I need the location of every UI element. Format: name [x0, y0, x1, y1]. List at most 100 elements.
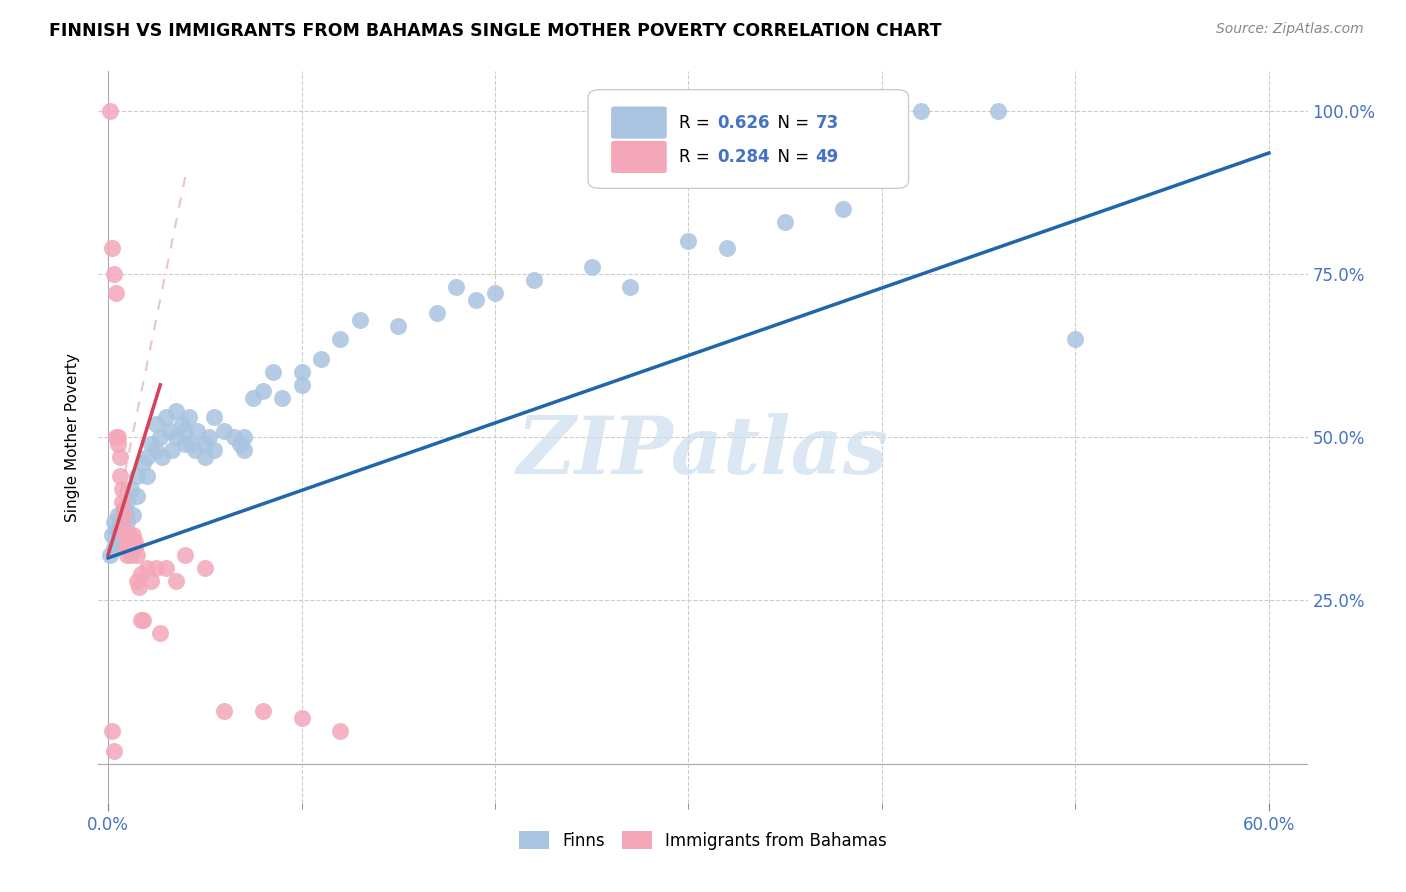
Point: [112, 521, 135, 535]
Point: [581, 260, 603, 275]
Point: [104, 286, 127, 301]
Point: [174, 424, 197, 438]
Point: [145, 417, 167, 431]
Point: [124, 541, 146, 555]
Point: [145, 443, 167, 458]
Text: N =: N =: [768, 148, 814, 166]
Point: [127, 489, 149, 503]
Point: [232, 430, 254, 444]
Point: [139, 436, 162, 450]
Point: [197, 430, 219, 444]
Point: [101, 241, 124, 255]
Point: [107, 508, 129, 523]
Point: [127, 574, 149, 588]
Point: [145, 560, 167, 574]
Point: [117, 495, 139, 509]
Point: [832, 202, 855, 216]
Text: ZIPatlas: ZIPatlas: [517, 413, 889, 491]
Point: [159, 424, 181, 438]
Text: 49: 49: [815, 148, 839, 166]
Point: [165, 574, 187, 588]
Point: [111, 483, 134, 497]
Point: [194, 436, 217, 450]
Point: [349, 312, 371, 326]
Point: [212, 424, 235, 438]
Point: [117, 534, 139, 549]
Point: [174, 436, 197, 450]
Point: [129, 613, 152, 627]
Point: [174, 548, 197, 562]
Point: [98, 548, 121, 562]
Point: [232, 443, 254, 458]
Point: [120, 548, 142, 562]
Point: [387, 319, 409, 334]
Point: [135, 450, 157, 464]
Point: [170, 417, 193, 431]
Point: [107, 436, 129, 450]
Point: [149, 626, 172, 640]
Point: [122, 528, 145, 542]
Point: [194, 560, 217, 574]
Point: [446, 280, 468, 294]
Point: [127, 548, 149, 562]
Point: [155, 560, 177, 574]
Point: [155, 410, 177, 425]
Point: [101, 528, 124, 542]
Point: [112, 502, 135, 516]
Point: [523, 273, 546, 287]
Point: [212, 705, 235, 719]
Point: [464, 293, 486, 307]
Point: [1064, 332, 1087, 346]
Point: [228, 436, 250, 450]
Point: [117, 541, 139, 555]
Text: Source: ZipAtlas.com: Source: ZipAtlas.com: [1216, 22, 1364, 37]
Point: [103, 515, 125, 529]
Point: [290, 365, 312, 379]
Text: N =: N =: [768, 113, 814, 131]
Point: [120, 541, 142, 555]
Point: [290, 711, 312, 725]
Point: [160, 443, 183, 458]
Point: [108, 528, 131, 542]
Text: 73: 73: [815, 113, 839, 131]
Point: [117, 528, 139, 542]
Point: [150, 450, 173, 464]
Point: [222, 430, 245, 444]
Point: [108, 469, 131, 483]
Point: [179, 410, 201, 425]
Point: [135, 560, 157, 574]
FancyBboxPatch shape: [588, 90, 908, 188]
Point: [122, 534, 145, 549]
Text: R =: R =: [679, 113, 714, 131]
Point: [135, 469, 157, 483]
FancyBboxPatch shape: [612, 141, 666, 173]
Point: [111, 521, 134, 535]
Point: [118, 528, 141, 542]
FancyBboxPatch shape: [612, 106, 666, 138]
Point: [120, 534, 142, 549]
Point: [103, 743, 125, 757]
Point: [204, 443, 226, 458]
Point: [118, 534, 141, 549]
Point: [117, 515, 139, 529]
Point: [180, 436, 202, 450]
Text: FINNISH VS IMMIGRANTS FROM BAHAMAS SINGLE MOTHER POVERTY CORRELATION CHART: FINNISH VS IMMIGRANTS FROM BAHAMAS SINGL…: [49, 22, 942, 40]
Point: [98, 103, 121, 118]
Point: [987, 103, 1010, 118]
Point: [149, 430, 172, 444]
Legend: Finns, Immigrants from Bahamas: Finns, Immigrants from Bahamas: [512, 824, 894, 856]
Point: [252, 705, 274, 719]
Point: [290, 377, 312, 392]
Point: [129, 567, 152, 582]
Point: [111, 534, 134, 549]
Point: [271, 391, 294, 405]
Point: [132, 456, 155, 470]
Point: [262, 365, 284, 379]
Point: [329, 332, 352, 346]
Point: [108, 515, 131, 529]
Point: [114, 528, 136, 542]
Point: [165, 404, 187, 418]
Point: [107, 534, 129, 549]
Point: [716, 241, 738, 255]
Point: [165, 430, 187, 444]
